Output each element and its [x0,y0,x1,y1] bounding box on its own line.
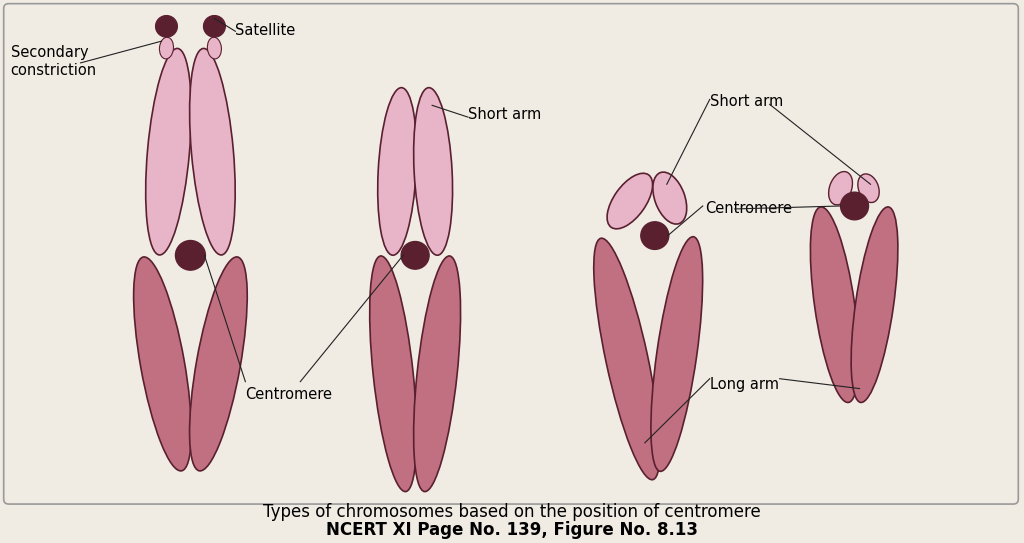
Text: NCERT XI Page No. 139, Figure No. 8.13: NCERT XI Page No. 139, Figure No. 8.13 [326,521,698,539]
Ellipse shape [653,172,687,224]
Ellipse shape [133,257,191,471]
Text: Long arm: Long arm [710,377,778,392]
Text: Short arm: Short arm [468,108,542,122]
Text: Satellite: Satellite [236,23,296,39]
Ellipse shape [378,87,417,255]
Ellipse shape [189,257,247,471]
Ellipse shape [145,48,191,255]
Text: Short arm: Short arm [710,94,783,110]
Circle shape [175,241,206,270]
Ellipse shape [204,16,225,37]
Ellipse shape [594,238,659,479]
Ellipse shape [828,172,853,205]
Circle shape [841,192,868,220]
Ellipse shape [156,16,177,37]
Text: Types of chromosomes based on the position of centromere: Types of chromosomes based on the positi… [263,503,761,521]
Ellipse shape [160,37,173,59]
Ellipse shape [851,207,898,402]
Ellipse shape [607,173,652,229]
Ellipse shape [651,237,702,471]
Ellipse shape [810,207,859,402]
Text: Centromere: Centromere [705,201,792,216]
Ellipse shape [208,37,221,59]
Ellipse shape [370,256,417,491]
Ellipse shape [414,256,461,491]
Text: Centromere: Centromere [246,387,333,402]
Ellipse shape [414,87,453,255]
Ellipse shape [858,174,880,203]
Ellipse shape [189,48,236,255]
Text: Secondary
constriction: Secondary constriction [10,45,97,78]
Circle shape [641,222,669,249]
Circle shape [401,242,429,269]
